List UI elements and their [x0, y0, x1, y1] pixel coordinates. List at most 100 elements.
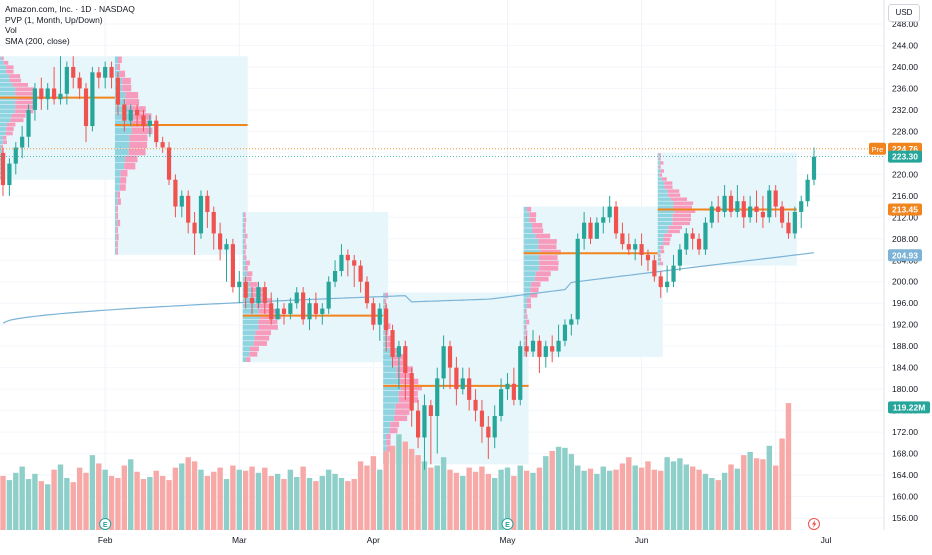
profile-bar-down: [249, 282, 258, 287]
profile-bar-down: [125, 155, 138, 163]
profile-bar-down: [527, 206, 532, 212]
y-tick-label: 232.00: [892, 105, 918, 115]
volume-bar: [753, 458, 760, 530]
profile-bar-down: [530, 287, 539, 293]
sma-price-tag-label: 204.93: [892, 250, 918, 260]
profile-bar-up: [523, 222, 533, 228]
volume-bar: [415, 455, 421, 530]
volume-bar: [511, 475, 517, 530]
candle-body: [562, 324, 568, 341]
candle-body: [486, 426, 491, 438]
profile-bar-down: [524, 324, 527, 330]
profile-bar-up: [0, 105, 16, 109]
profile-bar-up: [523, 341, 525, 346]
profile-bar-down: [15, 100, 34, 105]
profile-bar-down: [386, 323, 391, 329]
volume-bar: [345, 481, 351, 530]
profile-bar-up: [114, 99, 126, 106]
candle-body: [671, 265, 676, 282]
candle-body: [326, 281, 331, 309]
profile-bar-up: [523, 330, 526, 336]
volume-bar: [13, 472, 19, 530]
profile-bar-up: [523, 212, 530, 218]
earnings-icon: [501, 518, 514, 530]
volume-bar: [76, 467, 83, 530]
profile-bar-down: [526, 319, 530, 325]
candle-body: [530, 340, 536, 352]
profile-bar-down: [393, 415, 408, 422]
profile-bar-down: [524, 351, 527, 357]
candle-body: [524, 346, 529, 352]
candle-body: [288, 303, 293, 314]
indicator-vol-label[interactable]: Vol: [5, 25, 17, 35]
candle-body: [192, 222, 197, 234]
indicator-pvp-label[interactable]: PVP (1, Month, Up/Down): [5, 14, 103, 25]
profile-bar-down: [117, 191, 121, 198]
profile-bar-down: [667, 193, 681, 197]
volume-bar: [613, 469, 619, 530]
candle-body: [454, 367, 459, 390]
symbol-title[interactable]: Amazon.com, Inc. · 1D · NASDAQ: [5, 4, 135, 14]
volume-bar: [626, 457, 632, 530]
profile-bar-up: [114, 248, 117, 255]
y-tick-label: 208.00: [892, 234, 918, 244]
profile-bar-down: [524, 308, 527, 314]
profile-bar-up: [242, 228, 245, 234]
y-tick-label: 200.00: [892, 277, 918, 287]
candle-body: [569, 319, 574, 325]
profile-bar-up: [114, 70, 120, 78]
candle-body: [792, 211, 797, 234]
profile-bar-down: [245, 260, 250, 266]
profile-bar-up: [0, 144, 2, 149]
candle-body: [364, 281, 370, 304]
candle-body: [799, 201, 804, 212]
candle-body: [109, 66, 114, 78]
volume-bar: [83, 472, 89, 530]
profile-bar-up: [657, 213, 673, 218]
volume-bar: [115, 478, 121, 530]
candle-body: [409, 373, 414, 411]
volume-bar: [466, 467, 472, 530]
candle-body: [160, 142, 165, 148]
profile-bar-down: [535, 233, 551, 239]
profile-bar-up: [114, 127, 132, 134]
profile-bar-up: [523, 233, 536, 239]
profile-bar-up: [242, 308, 259, 314]
candle-body: [396, 346, 402, 357]
profile-bar-down: [387, 335, 394, 342]
candle-body: [32, 88, 38, 110]
profile-bar-up: [242, 233, 245, 239]
volume-bar: [677, 458, 683, 530]
volume-bar: [772, 465, 779, 530]
profile-bar-down: [663, 237, 671, 242]
profile-bar-up: [523, 298, 527, 303]
candle-body: [377, 308, 382, 325]
profile-bar-down: [672, 217, 692, 222]
candle-body: [428, 405, 433, 416]
profile-bar-up: [0, 109, 16, 114]
candle-body: [45, 88, 50, 100]
candle-body: [384, 308, 389, 331]
profile-bar-up: [383, 384, 401, 391]
indicator-sma-label[interactable]: SMA (200, close): [5, 35, 70, 46]
profile-bar-down: [664, 181, 673, 185]
last-price-tag-bg: [888, 150, 922, 163]
price-lines: [0, 148, 884, 158]
profile-bar-down: [120, 177, 127, 184]
profile-bar-up: [657, 173, 660, 177]
volume-bar: [185, 457, 191, 530]
profile-bar-up: [657, 153, 660, 157]
volume-bar: [294, 476, 300, 530]
profile-bar-down: [130, 120, 150, 127]
profile-bar-down: [249, 346, 259, 352]
profile-bar-down: [131, 127, 153, 134]
profile-bar-up: [114, 170, 121, 177]
candle-body: [735, 201, 740, 212]
candle-body: [741, 201, 746, 218]
profile-bar-up: [523, 314, 526, 320]
currency-button[interactable]: USD: [888, 4, 920, 22]
candle-body: [447, 346, 453, 368]
profile-bar-up: [242, 239, 245, 244]
